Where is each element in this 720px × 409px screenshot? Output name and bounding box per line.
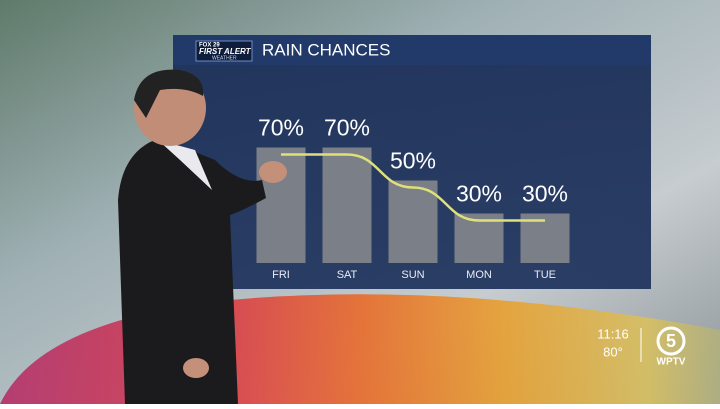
presenter: [118, 69, 287, 404]
channel-number: 5: [666, 331, 676, 351]
value-label: 30%: [456, 181, 502, 207]
logo-brand: FIRST ALERT: [199, 47, 252, 56]
hand: [183, 358, 209, 378]
logo-box: [195, 40, 253, 62]
x-tick-label: TUE: [534, 269, 556, 281]
logo-sub: WEATHER: [212, 55, 237, 61]
value-label: 30%: [522, 181, 568, 207]
plot: 70% FRI 70% SAT 50% SUN 30% MON 30% TUE: [256, 115, 570, 281]
value-label: 70%: [324, 115, 370, 141]
suit: [118, 138, 266, 404]
time: 11:16: [597, 326, 629, 341]
chart-title: RAIN CHANCES: [262, 40, 390, 59]
x-tick-label: MON: [466, 269, 492, 281]
temperature: 80°: [603, 344, 623, 359]
shirt: [158, 140, 212, 190]
logo-network: FOX 29: [199, 43, 220, 49]
x-tick-label: SAT: [337, 269, 358, 281]
hair: [134, 69, 204, 118]
station: WPTV: [657, 357, 686, 368]
value-label: 50%: [390, 148, 436, 174]
value-label: 70%: [258, 115, 304, 141]
trend-line: [281, 153, 545, 222]
hand: [259, 161, 287, 183]
channel-logo: [656, 326, 686, 356]
x-tick-label: FRI: [272, 269, 290, 281]
x-tick-label: SUN: [401, 269, 424, 281]
bar: [388, 180, 438, 263]
chart-header: [173, 35, 651, 65]
bar: [322, 147, 372, 263]
